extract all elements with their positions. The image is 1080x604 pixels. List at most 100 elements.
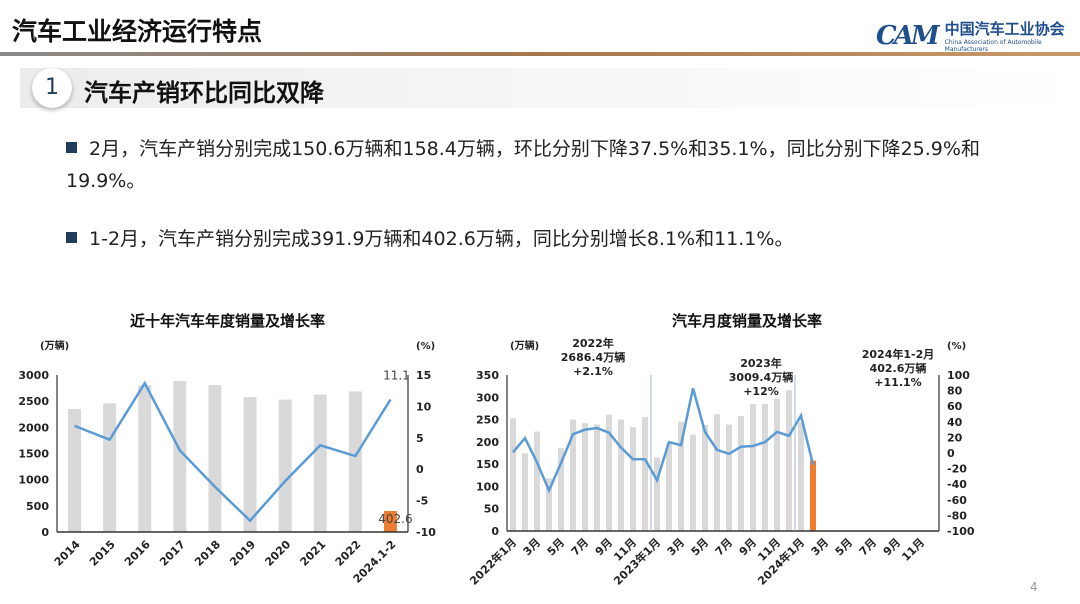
y-tick-label: 300 <box>476 391 499 404</box>
annotation-text: 2022年 <box>572 336 614 350</box>
x-tick-label: 2022年1月 <box>467 535 520 588</box>
x-tick-label: 2014 <box>52 538 83 569</box>
bullet-square-icon <box>66 142 77 153</box>
bar <box>618 419 624 531</box>
y-tick-label: 3000 <box>18 369 49 382</box>
x-tick-label: 2021 <box>298 538 329 569</box>
bar <box>348 391 362 532</box>
bar <box>654 457 660 531</box>
section-number: 1 <box>32 68 72 108</box>
bar <box>558 448 564 531</box>
bar-data-label: 402.6 <box>378 512 412 526</box>
bar <box>642 416 648 531</box>
bar <box>582 423 588 531</box>
bar <box>570 419 576 531</box>
bar <box>278 399 292 532</box>
y2-tick-label: -60 <box>947 494 967 507</box>
y2-axis-unit: (%) <box>947 341 966 352</box>
y-tick-label: 350 <box>476 369 499 382</box>
y-tick-label: 0 <box>491 525 499 538</box>
y-axis-unit: (万辆) <box>510 339 539 352</box>
annotation-text: 2024年1-2月 <box>862 347 935 361</box>
bullet-text: 1-2月，汽车产销分别完成391.9万辆和402.6万辆，同比分别增长8.1%和… <box>89 228 794 250</box>
x-tick-label: 3月 <box>665 536 687 558</box>
y2-tick-label: -100 <box>947 525 975 538</box>
y-tick-label: 200 <box>476 436 499 449</box>
y2-tick-label: 40 <box>947 416 963 429</box>
bar <box>546 478 552 531</box>
bar <box>522 453 528 531</box>
y-tick-label: 250 <box>476 414 499 427</box>
bar <box>762 403 768 531</box>
growth-line <box>74 380 392 523</box>
y2-tick-label: 5 <box>416 432 424 445</box>
y2-tick-label: 15 <box>416 369 431 382</box>
y2-tick-label: 20 <box>947 431 963 444</box>
bar <box>510 418 516 531</box>
y2-tick-label: 80 <box>947 385 963 398</box>
x-tick-label: 2022 <box>333 538 364 569</box>
annotation-text: 3009.4万辆 <box>729 370 793 384</box>
x-tick-label: 2019 <box>227 538 258 569</box>
section-title: 汽车产销环比同比双降 <box>84 79 324 107</box>
annotation-text: 2686.4万辆 <box>561 350 625 364</box>
x-tick-label: 11月 <box>899 536 927 564</box>
y2-tick-label: 10 <box>416 400 432 413</box>
bullet-text: 2月，汽车产销分别完成150.6万辆和158.4万辆，环比分别下降37.5%和3… <box>66 138 980 192</box>
chart-title: 近十年汽车年度销量及增长率 <box>130 312 326 330</box>
x-tick-label: 3月 <box>809 536 831 558</box>
bar <box>313 394 327 532</box>
growth-line <box>512 387 815 494</box>
bar <box>594 424 600 531</box>
chart-title: 汽车月度销量及增长率 <box>672 312 823 330</box>
x-tick-label: 3月 <box>521 536 543 558</box>
annotation-text: 402.6万辆 <box>870 361 927 375</box>
x-tick-label: 2020 <box>262 538 293 569</box>
bullet-item: 1-2月，汽车产销分别完成391.9万辆和402.6万辆，同比分别增长8.1%和… <box>66 223 1046 255</box>
y-tick-label: 150 <box>476 458 499 471</box>
annotation-text: +12% <box>743 385 779 398</box>
page-number: 4 <box>1030 580 1038 594</box>
logo-en: China Association of Automobile Manufact… <box>944 39 1042 53</box>
bar <box>173 380 187 532</box>
logo-mark: CAM <box>876 20 940 51</box>
bar <box>810 460 816 531</box>
annotation-text: 2023年 <box>740 356 782 370</box>
logo-cn: 中国汽车工业协会 <box>944 20 1065 38</box>
y-tick-label: 50 <box>484 503 500 516</box>
y2-tick-label: 0 <box>416 463 424 476</box>
bar <box>702 424 708 531</box>
x-tick-label: 5月 <box>833 536 855 558</box>
bar <box>243 397 257 532</box>
page-title: 汽车工业经济运行特点 <box>12 17 263 46</box>
bar <box>630 427 636 531</box>
y2-tick-label: -10 <box>416 526 436 539</box>
x-tick-label: 2018 <box>192 538 223 569</box>
bar <box>774 398 780 531</box>
x-tick-label: 7月 <box>713 536 735 558</box>
y-axis-unit: (万辆) <box>40 339 69 352</box>
y2-tick-label: -80 <box>947 509 967 522</box>
x-tick-label: 2016 <box>122 538 153 569</box>
bar <box>138 385 152 532</box>
bar <box>786 390 792 531</box>
annotation-text: +11.1% <box>874 376 921 389</box>
bar <box>208 385 222 532</box>
bar <box>750 403 756 531</box>
x-tick-label: 2017 <box>157 538 188 569</box>
line-data-label: 11.1 <box>383 368 410 382</box>
x-tick-label: 5月 <box>689 536 711 558</box>
bar <box>714 414 720 531</box>
bar <box>798 422 804 531</box>
bullet-item: 2月，汽车产销分别完成150.6万辆和158.4万辆，环比分别下降37.5%和3… <box>66 133 1046 197</box>
bar <box>103 403 117 532</box>
y-tick-label: 1500 <box>18 448 49 461</box>
x-tick-label: 7月 <box>569 536 591 558</box>
y-tick-label: 1000 <box>18 474 49 487</box>
y-tick-label: 2500 <box>18 395 49 408</box>
x-tick-label: 2015 <box>87 538 118 569</box>
y2-tick-label: 0 <box>947 447 955 460</box>
bar <box>383 510 397 532</box>
y-tick-label: 2000 <box>18 421 49 434</box>
